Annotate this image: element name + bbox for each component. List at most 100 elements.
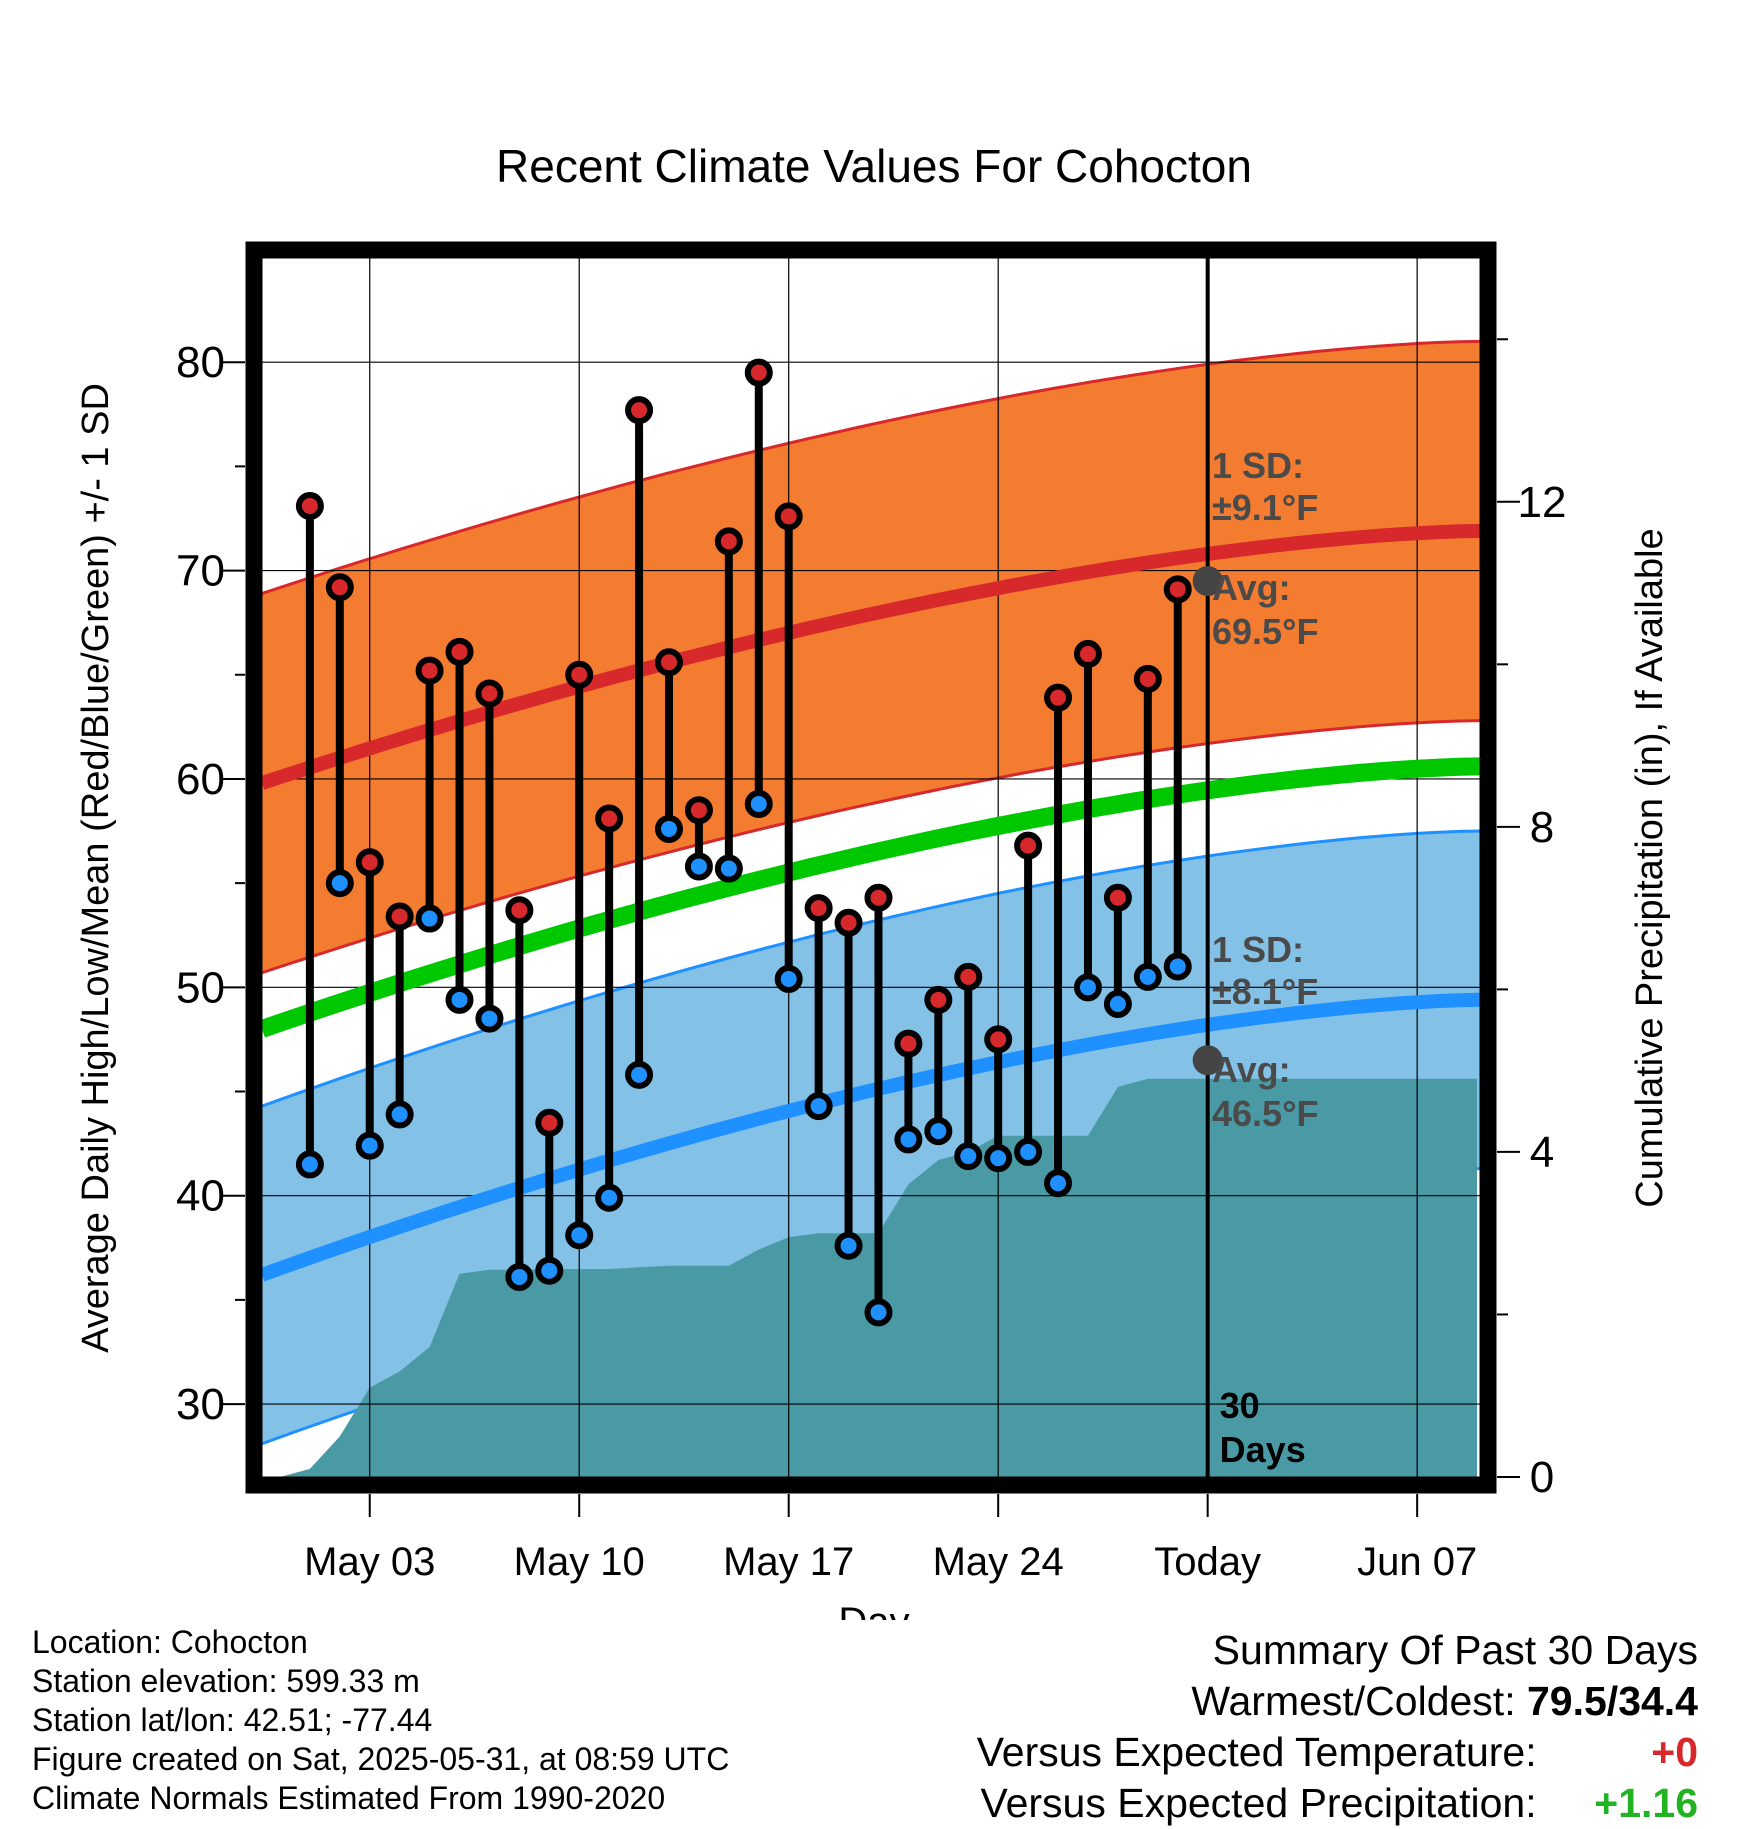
high-sd-upper-edge xyxy=(262,339,1480,595)
daily-low-marker xyxy=(1133,962,1162,991)
daily-high-marker xyxy=(295,491,324,520)
daily-low-marker xyxy=(744,789,773,818)
daily-low-marker xyxy=(774,964,803,993)
y2-axis-title: Cumulative Precipitation (in), If Availa… xyxy=(1629,528,1671,1207)
warm-cold-label: Warmest/Coldest: xyxy=(1191,1678,1516,1724)
x-axis-title: Day xyxy=(838,1600,909,1620)
low-sd-value: ±8.1°F xyxy=(1212,971,1318,1012)
daily-high-marker xyxy=(355,848,384,877)
daily-high-marker xyxy=(1133,664,1162,693)
low-avg-value: 46.5°F xyxy=(1212,1093,1318,1134)
station-info: Location: Cohocton Station elevation: 59… xyxy=(32,1623,729,1818)
location-text: Location: Cohocton xyxy=(32,1624,308,1660)
y2-tick-label: 0 xyxy=(1530,1453,1554,1502)
daily-high-marker xyxy=(684,796,713,825)
low-avg-label: Avg: xyxy=(1212,1049,1291,1090)
temp-anomaly-label: Versus Expected Temperature: xyxy=(976,1729,1537,1775)
summary-title: Summary Of Past 30 Days xyxy=(1212,1627,1698,1673)
daily-high-marker xyxy=(565,660,594,689)
summary-temp: Versus Expected Temperature: +0 xyxy=(977,1727,1698,1778)
daily-high-marker xyxy=(714,527,743,556)
y2-tick-label: 12 xyxy=(1518,478,1567,527)
normals-text: Climate Normals Estimated From 1990-2020 xyxy=(32,1780,666,1816)
daily-low-marker xyxy=(894,1125,923,1154)
daily-high-marker xyxy=(535,1108,564,1137)
high-sd-value: ±9.1°F xyxy=(1212,487,1318,528)
daily-low-marker xyxy=(625,1060,654,1089)
daily-low-marker xyxy=(924,1117,953,1146)
daily-high-marker xyxy=(654,648,683,677)
daily-low-marker xyxy=(505,1262,534,1291)
y-tick-label: 30 xyxy=(176,1380,225,1429)
daily-low-marker xyxy=(415,904,444,933)
today-normal-high-marker xyxy=(1192,565,1223,596)
high-avg-value: 69.5°F xyxy=(1212,611,1318,652)
daily-high-marker xyxy=(894,1029,923,1058)
elevation-text: Station elevation: 599.33 m xyxy=(32,1663,420,1699)
daily-high-marker xyxy=(804,894,833,923)
daily-low-marker xyxy=(535,1256,564,1285)
y2-tick-label: 4 xyxy=(1530,1128,1554,1177)
daily-low-marker xyxy=(295,1150,324,1179)
x-tick-label: May 24 xyxy=(933,1540,1064,1584)
y-tick-label: 50 xyxy=(176,963,225,1012)
latlon-text: Station lat/lon: 42.51; -77.44 xyxy=(32,1702,433,1738)
daily-high-marker xyxy=(1103,883,1132,912)
daily-low-marker xyxy=(355,1131,384,1160)
normal-high-line xyxy=(262,524,1480,790)
summary-warm-cold: Warmest/Coldest: 79.5/34.4 xyxy=(977,1676,1698,1727)
y-axis-title: Average Daily High/Low/Mean (Red/Blue/Gr… xyxy=(75,383,117,1353)
y-tick-label: 70 xyxy=(176,547,225,596)
daily-high-marker xyxy=(1014,831,1043,860)
daily-high-marker xyxy=(415,656,444,685)
daily-low-marker xyxy=(684,852,713,881)
x-tick-label: Today xyxy=(1154,1540,1261,1584)
daily-low-marker xyxy=(1014,1137,1043,1166)
daily-low-marker xyxy=(475,1004,504,1033)
daily-high-marker xyxy=(475,679,504,708)
summary-panel: Summary Of Past 30 Days Warmest/Coldest:… xyxy=(977,1625,1698,1829)
daily-low-marker xyxy=(595,1183,624,1212)
daily-low-marker xyxy=(984,1144,1013,1173)
x-tick-label: May 17 xyxy=(723,1540,854,1584)
daily-low-marker xyxy=(1103,989,1132,1018)
daily-low-marker xyxy=(804,1092,833,1121)
today-days-number: 30 xyxy=(1220,1385,1260,1426)
daily-high-marker xyxy=(325,573,354,602)
low-sd-upper-edge xyxy=(262,829,1480,1108)
daily-high-marker xyxy=(744,358,773,387)
daily-high-marker xyxy=(1044,683,1073,712)
plot-layer xyxy=(262,258,1480,1477)
x-tick-label: May 10 xyxy=(514,1540,645,1584)
daily-high-marker xyxy=(954,962,983,991)
normal-low-line xyxy=(262,992,1480,1282)
daily-high-marker xyxy=(774,502,803,531)
high-sd-lower-edge xyxy=(262,719,1480,975)
y-tick-label: 60 xyxy=(176,755,225,804)
daily-low-marker xyxy=(325,869,354,898)
daily-low-marker xyxy=(1044,1169,1073,1198)
y2-tick-label: 8 xyxy=(1530,803,1554,852)
daily-low-marker xyxy=(834,1231,863,1260)
normal-mean-line xyxy=(262,757,1480,1038)
high-avg-label: Avg: xyxy=(1212,567,1291,608)
daily-low-marker xyxy=(1073,973,1102,1002)
daily-low-marker xyxy=(445,985,474,1014)
precip-anomaly-value: +1.16 xyxy=(1594,1780,1698,1826)
daily-high-marker xyxy=(1073,639,1102,668)
x-tick-label: Jun 07 xyxy=(1357,1540,1477,1584)
y-tick-label: 40 xyxy=(176,1172,225,1221)
daily-low-marker xyxy=(565,1221,594,1250)
low-sd-label: 1 SD: xyxy=(1212,929,1304,970)
daily-low-marker xyxy=(864,1298,893,1327)
created-text: Figure created on Sat, 2025-05-31, at 08… xyxy=(32,1741,730,1777)
plot-frame xyxy=(245,241,1497,1494)
daily-high-marker xyxy=(595,804,624,833)
daily-low-marker xyxy=(954,1142,983,1171)
daily-low-marker xyxy=(654,814,683,843)
daily-high-marker xyxy=(445,637,474,666)
daily-high-marker xyxy=(625,396,654,425)
daily-high-marker xyxy=(834,908,863,937)
x-tick-label: May 03 xyxy=(304,1540,435,1584)
summary-precip: Versus Expected Precipitation: +1.16 xyxy=(977,1778,1699,1829)
